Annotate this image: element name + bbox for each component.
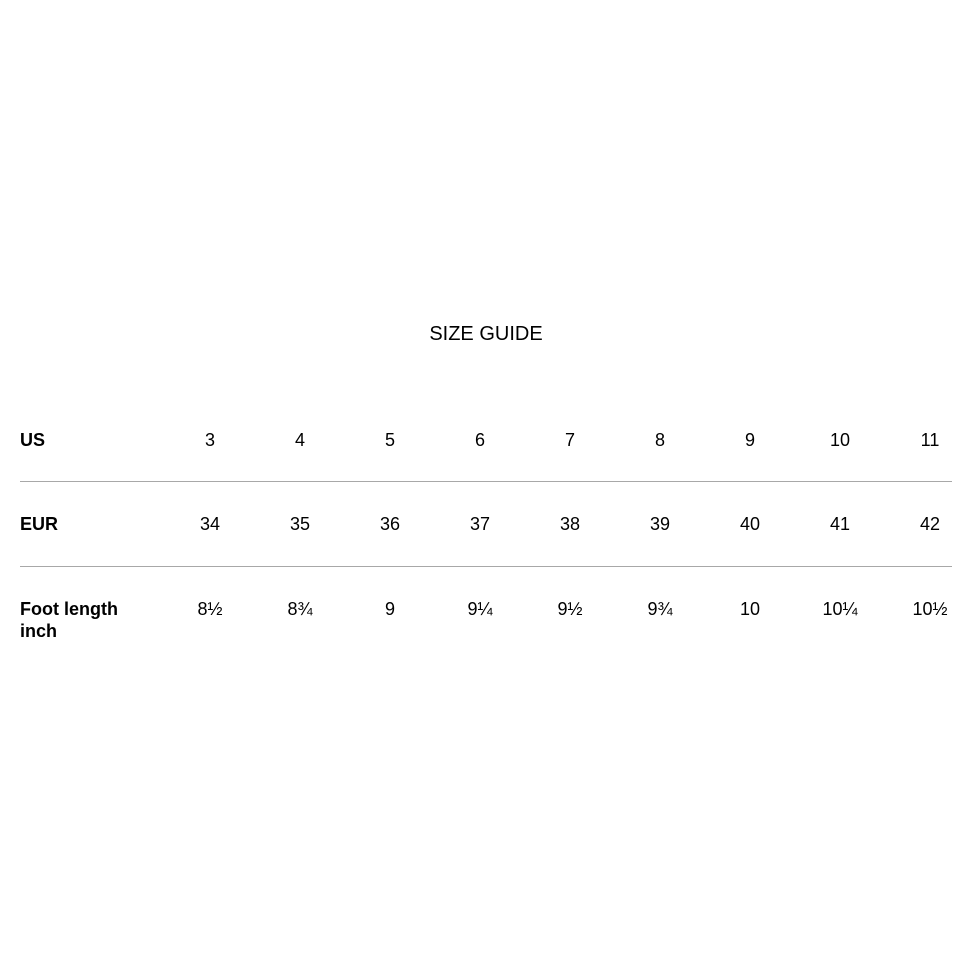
table-cell: 38 bbox=[559, 514, 581, 534]
table-cell: 9¼ bbox=[467, 599, 493, 619]
page-title: SIZE GUIDE bbox=[429, 323, 543, 345]
table-cell: 9 bbox=[744, 430, 755, 450]
table-cell: 8 bbox=[654, 430, 665, 450]
row-label-line1: Foot length bbox=[20, 599, 118, 619]
table-cell: 6 bbox=[474, 430, 485, 450]
table-cell: 4 bbox=[294, 430, 305, 450]
table-cell: 10¼ bbox=[822, 599, 858, 619]
table-cell: 40 bbox=[739, 514, 761, 534]
table-cell: 3 bbox=[204, 430, 215, 450]
table-cell: 11 bbox=[920, 430, 940, 450]
row-label-line2: inch bbox=[20, 621, 58, 641]
row-label: US bbox=[20, 430, 46, 450]
table-cell: 5 bbox=[384, 430, 395, 450]
divider bbox=[20, 481, 952, 482]
divider bbox=[20, 566, 952, 567]
table-cell: 35 bbox=[289, 514, 311, 534]
table-row-eur: EUR 34 35 36 37 38 39 40 41 42 bbox=[0, 513, 972, 537]
table-cell: 36 bbox=[379, 514, 401, 534]
table-cell: 41 bbox=[829, 514, 851, 534]
table-cell: 34 bbox=[199, 514, 221, 534]
table-cell: 8¾ bbox=[287, 599, 313, 619]
table-cell: 8½ bbox=[197, 599, 223, 619]
table-row-us: US 3 4 5 6 7 8 9 10 11 bbox=[0, 429, 972, 453]
row-label: EUR bbox=[20, 514, 59, 534]
row-label: Foot length inch bbox=[20, 598, 118, 642]
table-cell: 42 bbox=[919, 514, 941, 534]
table-cell: 9 bbox=[384, 599, 395, 619]
table-cell: 10 bbox=[739, 599, 761, 619]
table-cell: 10½ bbox=[912, 599, 948, 619]
table-cell: 10 bbox=[829, 430, 851, 450]
table-cell: 9½ bbox=[557, 599, 583, 619]
table-cell: 37 bbox=[469, 514, 491, 534]
table-row-foot-length: Foot length inch 8½ 8¾ 9 9¼ 9½ 9¾ 10 10¼ 10½ bbox=[0, 598, 972, 641]
table-cell: 39 bbox=[649, 514, 671, 534]
table-cell: 7 bbox=[564, 430, 575, 450]
table-cell: 9¾ bbox=[647, 599, 673, 619]
